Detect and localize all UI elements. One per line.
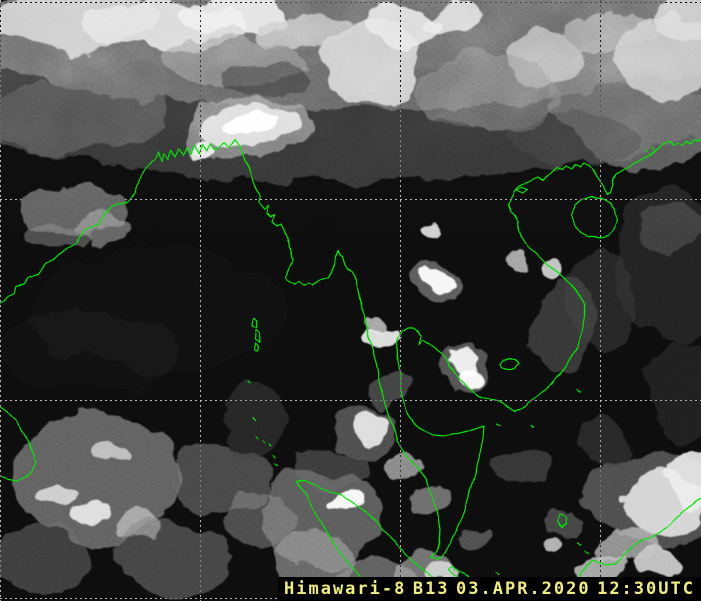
time-label: 12:30UTC [597, 579, 695, 599]
date-label: 03.APR.2020 [456, 579, 591, 599]
coastline-tonle-sap-lake [499, 357, 520, 370]
satellite-name-label: Himawari-8 [284, 579, 407, 599]
coastline-sri-lanka [0, 405, 36, 482]
band-label: B13 [412, 579, 450, 599]
coastline-india-indochina-china [0, 138, 701, 561]
timestamp-bar: Himawari-8 B13 03.APR.2020 12:30UTC [278, 577, 701, 601]
coastline-hainan [571, 196, 618, 239]
